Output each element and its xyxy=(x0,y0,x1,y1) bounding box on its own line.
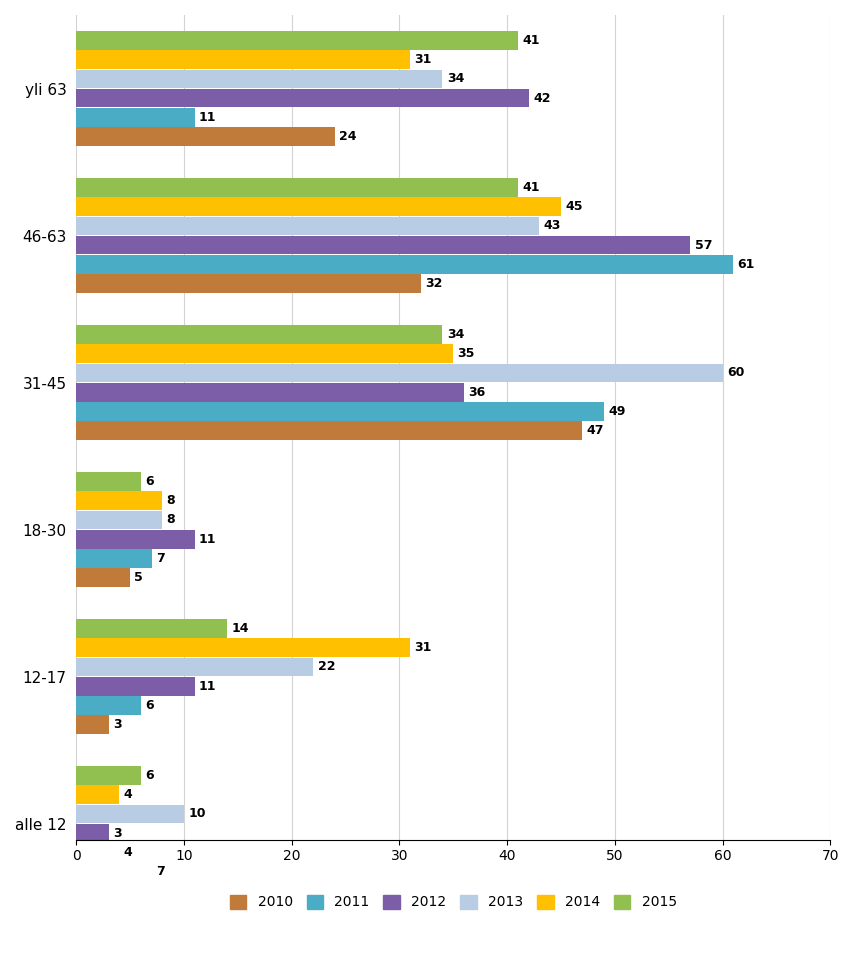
Bar xyxy=(76,31,517,50)
Text: 5: 5 xyxy=(134,571,143,584)
Text: 61: 61 xyxy=(737,258,754,270)
Text: 8: 8 xyxy=(166,495,175,507)
Text: 34: 34 xyxy=(446,72,463,85)
Bar xyxy=(76,274,421,293)
Bar xyxy=(76,197,560,216)
Text: 3: 3 xyxy=(113,718,121,731)
Text: 6: 6 xyxy=(145,698,154,712)
Text: 8: 8 xyxy=(166,514,175,526)
Text: 4: 4 xyxy=(124,846,132,859)
Text: 6: 6 xyxy=(145,475,154,488)
Text: 11: 11 xyxy=(199,680,217,693)
Bar xyxy=(76,529,194,549)
Bar xyxy=(76,472,141,491)
Bar xyxy=(76,421,582,440)
Text: 6: 6 xyxy=(145,769,154,782)
Text: 14: 14 xyxy=(231,622,248,635)
Text: 7: 7 xyxy=(156,865,165,878)
Bar xyxy=(76,89,528,107)
Bar xyxy=(76,805,183,823)
Text: 36: 36 xyxy=(467,385,485,399)
Text: 41: 41 xyxy=(521,181,539,194)
Bar xyxy=(76,344,453,363)
Bar xyxy=(76,326,442,344)
Text: 10: 10 xyxy=(188,808,206,820)
Text: 32: 32 xyxy=(425,277,442,290)
Bar xyxy=(76,658,313,676)
Text: 4: 4 xyxy=(124,788,132,801)
Text: 34: 34 xyxy=(446,328,463,341)
Text: 31: 31 xyxy=(414,53,432,67)
Text: 11: 11 xyxy=(199,532,217,546)
Bar xyxy=(76,70,442,88)
Text: 60: 60 xyxy=(726,366,743,380)
Text: 11: 11 xyxy=(199,111,217,124)
Bar xyxy=(76,715,108,734)
Bar xyxy=(76,568,130,587)
Bar xyxy=(76,216,539,236)
Bar xyxy=(76,677,194,696)
Text: 7: 7 xyxy=(156,552,165,565)
Bar xyxy=(76,236,689,254)
Text: 31: 31 xyxy=(414,641,432,654)
Text: 3: 3 xyxy=(113,827,121,839)
Bar xyxy=(76,843,119,862)
Bar xyxy=(76,619,227,638)
Legend: 2010, 2011, 2012, 2013, 2014, 2015: 2010, 2011, 2012, 2013, 2014, 2015 xyxy=(223,888,683,917)
Text: 41: 41 xyxy=(521,34,539,47)
Bar xyxy=(76,492,162,510)
Bar xyxy=(76,128,334,146)
Text: 45: 45 xyxy=(565,200,582,213)
Bar xyxy=(76,785,119,804)
Text: 42: 42 xyxy=(532,92,550,104)
Bar xyxy=(76,108,194,127)
Bar xyxy=(76,178,517,197)
Bar xyxy=(76,402,603,420)
Bar xyxy=(76,50,409,70)
Bar xyxy=(76,383,463,402)
Bar xyxy=(76,511,162,529)
Text: 24: 24 xyxy=(339,130,357,143)
Bar xyxy=(76,255,733,273)
Bar xyxy=(76,824,108,842)
Text: 22: 22 xyxy=(317,661,334,673)
Bar xyxy=(76,766,141,785)
Text: 47: 47 xyxy=(586,424,604,437)
Text: 43: 43 xyxy=(543,219,560,233)
Text: 49: 49 xyxy=(607,405,625,417)
Bar xyxy=(76,639,409,657)
Bar xyxy=(76,696,141,715)
Text: 35: 35 xyxy=(457,347,474,360)
Bar xyxy=(76,862,152,881)
Text: 57: 57 xyxy=(693,239,711,251)
Bar xyxy=(76,549,152,568)
Bar xyxy=(76,363,722,383)
